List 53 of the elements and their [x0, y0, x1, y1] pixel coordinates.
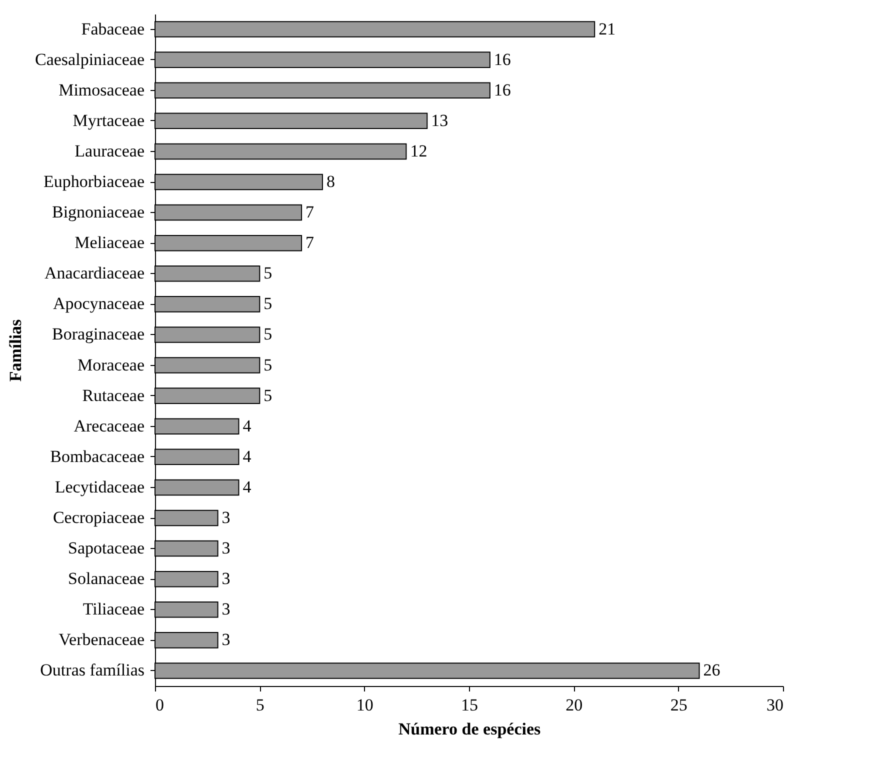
data-label: 7 [306, 233, 315, 252]
data-label: 3 [222, 538, 230, 558]
y-tick-label: Fabaceae [81, 19, 144, 38]
data-label: 4 [242, 446, 252, 466]
data-label: 12 [410, 141, 428, 160]
data-label: 5 [264, 294, 272, 314]
y-tick-label: Arecaceae [74, 416, 144, 436]
data-label: 8 [326, 172, 335, 191]
y-tick-label: Caesalpiniaceae [35, 50, 144, 69]
y-tick-label: Lauraceae [74, 141, 144, 160]
data-label: 26 [703, 660, 720, 680]
x-tick-label: 5 [256, 696, 264, 714]
y-tick-label: Moraceae [77, 355, 144, 374]
y-tick-label: Rutaceae [82, 386, 144, 405]
y-axis-title: Famílias [6, 318, 26, 382]
x-tick-label: 20 [566, 696, 583, 714]
y-tick-label: Apocynaceae [52, 294, 144, 314]
data-label: 16 [494, 50, 511, 69]
data-label: 21 [598, 19, 616, 38]
y-tick-label: Bombacaceae [50, 446, 144, 466]
y-tick-label: Solanaceae [68, 569, 144, 588]
data-label: 4 [242, 416, 252, 436]
x-tick-label: 30 [766, 696, 784, 714]
y-tick-label: Bignoniaceae [52, 202, 144, 222]
y-tick-label: Lecytidaceae [54, 477, 144, 496]
data-label: 5 [264, 355, 272, 374]
data-label: 3 [222, 508, 230, 527]
data-label: 7 [306, 202, 315, 222]
y-tick-label: Outras famílias [40, 660, 144, 680]
data-label: 5 [264, 264, 272, 283]
y-tick-label: Tiliaceae [82, 600, 144, 619]
x-tick-label: 15 [461, 696, 478, 714]
y-tick-label: Cecropiaceae [52, 508, 144, 527]
y-tick-label: Myrtaceae [72, 110, 144, 130]
x-tick-label: 10 [356, 696, 374, 714]
x-axis-title: Número de espécies [398, 720, 542, 738]
y-tick-label: Sapotaceae [68, 538, 144, 558]
x-tick-label: 25 [670, 696, 688, 714]
data-label: 5 [264, 324, 272, 344]
data-label: 3 [222, 600, 230, 619]
y-tick-label: Verbenaceae [58, 630, 144, 650]
data-label: 13 [431, 110, 448, 130]
y-tick-label: Mimosaceae [58, 80, 144, 100]
data-label: 4 [242, 477, 252, 496]
data-label: 16 [494, 80, 511, 100]
data-label: 5 [264, 386, 272, 405]
y-tick-label: Euphorbiaceae [44, 172, 144, 191]
y-tick-label: Boraginaceae [52, 324, 144, 344]
data-label: 3 [222, 569, 230, 588]
data-label: 3 [222, 630, 230, 650]
y-tick-label: Meliaceae [74, 233, 144, 252]
x-tick-label: 0 [156, 696, 164, 714]
y-tick-label: Anacardiaceae [44, 264, 144, 283]
